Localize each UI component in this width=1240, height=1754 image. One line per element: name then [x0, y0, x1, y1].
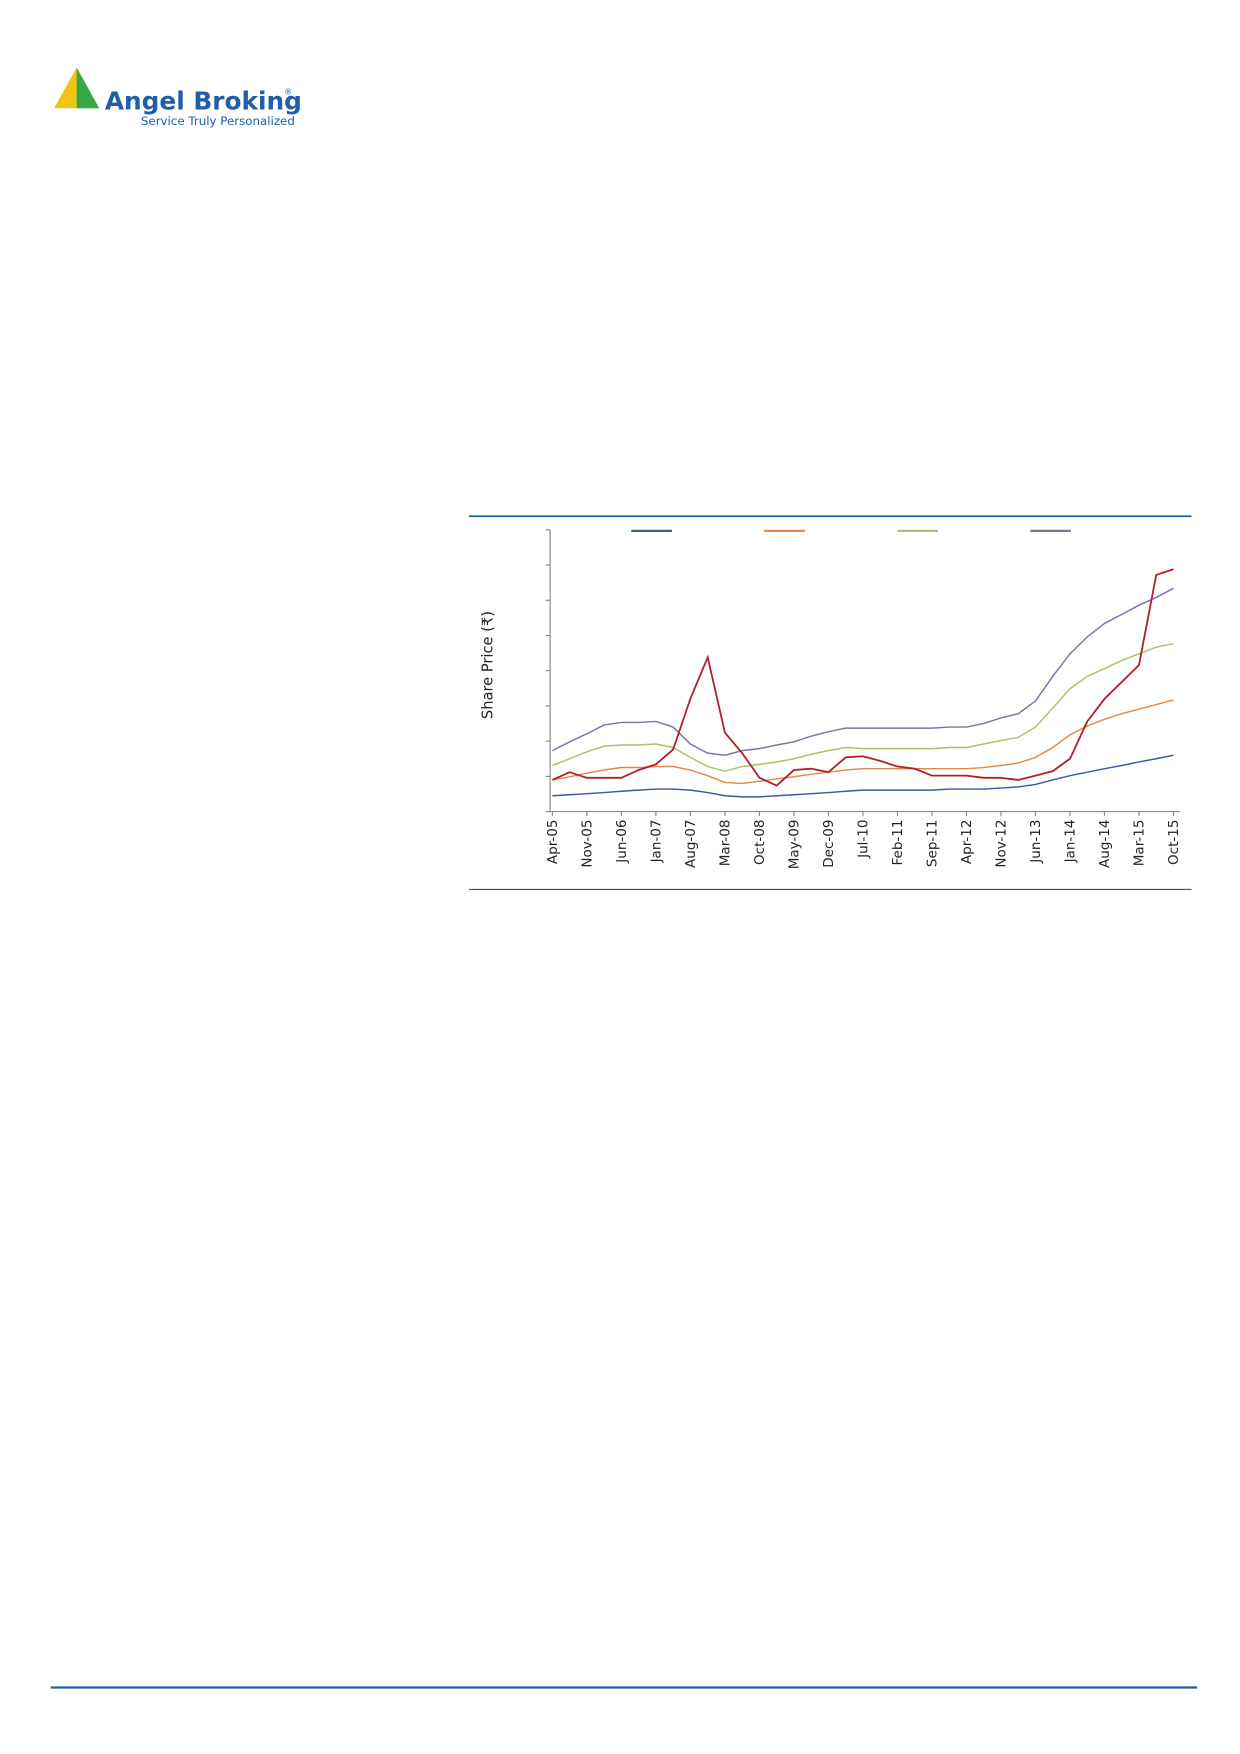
registered-mark: ®	[284, 88, 292, 97]
logo-text: Angel Broking	[105, 86, 302, 115]
series-line	[552, 754, 1174, 798]
x-tick-label: Jun-06	[614, 820, 630, 864]
x-tick-label: Jan-14	[1062, 820, 1078, 864]
x-tick-label: Apr-12	[959, 820, 975, 865]
logo-mark-accent	[76, 67, 100, 109]
x-tick-label: Mar-08	[717, 820, 733, 867]
x-tick-label: Nov-12	[993, 820, 1009, 868]
logo: Angel Broking ® Service Truly Personaliz…	[54, 67, 302, 128]
tagline: Service Truly Personalized	[141, 114, 295, 128]
series-line	[551, 568, 1174, 787]
x-tick-label: Apr-05	[545, 820, 561, 865]
x-tick-label: May-09	[786, 820, 802, 870]
series-line	[552, 642, 1174, 772]
x-tick-label: Mar-15	[1131, 820, 1147, 867]
x-tick-label: Aug-07	[683, 820, 699, 868]
series-line	[552, 699, 1174, 785]
x-tick-label: Oct-08	[752, 820, 768, 865]
series-line	[552, 587, 1174, 757]
x-tick-label: Nov-05	[579, 820, 595, 868]
x-tick-label: Jun-13	[1028, 820, 1044, 864]
y-axis-label: Share Price (₹)	[480, 611, 497, 719]
x-tick-label: Jan-07	[648, 820, 664, 864]
x-tick-label: Feb-11	[890, 820, 906, 866]
x-tick-label: Aug-14	[1097, 820, 1113, 868]
x-tick-label: Oct-15	[1166, 820, 1182, 865]
x-tick-label: Jul-10	[855, 820, 871, 859]
x-tick-label: Dec-09	[821, 820, 837, 868]
x-tick-label: Sep-11	[924, 820, 940, 868]
plot: Apr-05 Nov-05 Jun-06 Jan-07 Aug-07 Mar-08 Oct-…	[545, 529, 1182, 870]
